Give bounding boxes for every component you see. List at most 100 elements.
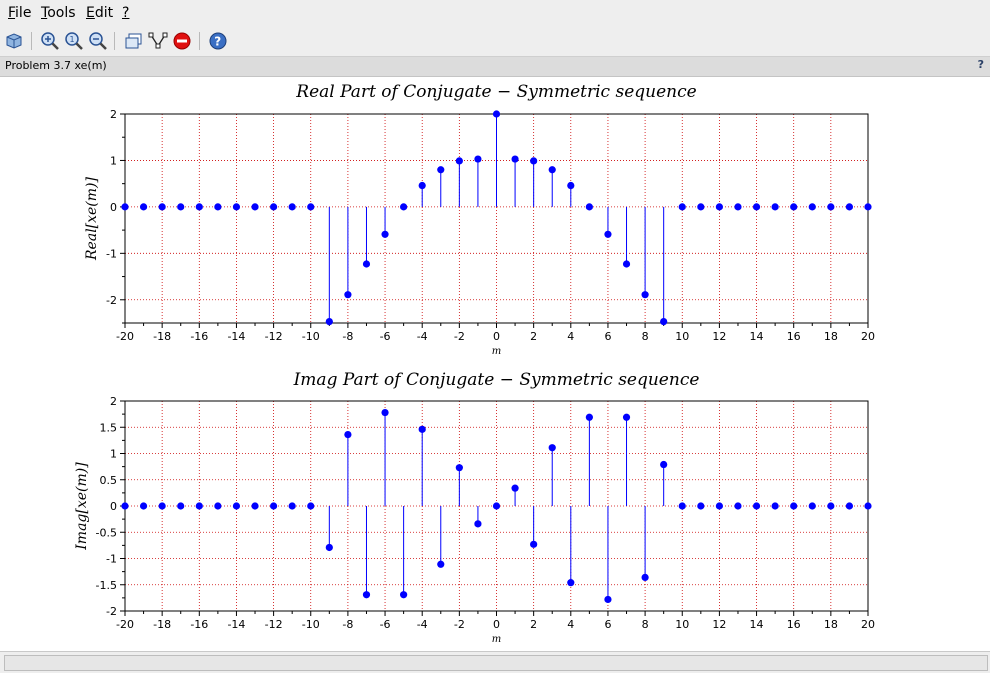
menu-help[interactable]: ? — [122, 5, 130, 21]
y-tick-label: -1 — [106, 247, 117, 260]
x-tick-label: 10 — [675, 330, 689, 343]
x-tick-label: -14 — [227, 618, 245, 631]
stem-point — [195, 203, 203, 211]
stem-point — [660, 460, 668, 469]
stem-point — [381, 230, 389, 238]
stem-point — [251, 203, 259, 211]
x-tick-label: -18 — [153, 330, 171, 343]
y-tick-label: 1 — [110, 448, 117, 461]
datatip-icon[interactable] — [148, 31, 168, 51]
rotate-icon[interactable] — [4, 31, 24, 51]
stem-point — [400, 591, 408, 599]
x-tick-label: -12 — [265, 618, 283, 631]
x-tick-label: 8 — [642, 618, 649, 631]
stem-point — [530, 540, 538, 548]
stem-point — [362, 591, 371, 599]
y-tick-label: 0 — [110, 201, 117, 214]
window-icon[interactable] — [124, 31, 144, 51]
stem-point — [195, 502, 203, 510]
stem-point — [381, 408, 389, 417]
stem-point — [325, 543, 333, 552]
stem-point — [622, 413, 631, 421]
y-tick-label: 1.5 — [100, 421, 118, 434]
stem-point — [121, 502, 129, 510]
stem-point — [455, 157, 463, 165]
stem-point — [660, 318, 668, 326]
stem-point — [511, 155, 519, 163]
x-tick-label: -18 — [153, 618, 171, 631]
x-tick-label: 16 — [787, 330, 801, 343]
stem-point — [139, 502, 148, 510]
toolbar-separator — [199, 32, 200, 50]
stem-point — [622, 260, 631, 268]
x-tick-label: -6 — [380, 618, 391, 631]
stem-point — [270, 502, 278, 510]
toolbar-separator — [31, 32, 32, 50]
x-tick-label: 14 — [750, 618, 764, 631]
stem-point — [214, 502, 222, 510]
graphic-canvas[interactable]: -20 -18 -16 -14 -12 -10 -8 -6 -4 -2 0 2 4 6 8 10 12 14 16 1… — [0, 77, 990, 651]
y-tick-label: 0 — [110, 500, 117, 513]
svg-text:1: 1 — [70, 35, 75, 44]
y-tick-label: 1 — [110, 154, 117, 167]
plot-area[interactable]: -20 -18 -16 -14 -12 -10 -8 -6 -4 -2 0 2 4 6 8 10 12 14 16 1… — [0, 77, 990, 651]
menu-tools[interactable]: Tools — [41, 5, 76, 21]
zoom-fit-icon[interactable]: 1 — [64, 31, 84, 51]
y-axis-label: Real[xe(m)] — [84, 176, 100, 260]
toolbar: 1 ? — [0, 26, 990, 57]
stop-icon[interactable] — [172, 31, 192, 51]
x-tick-label: -4 — [417, 330, 428, 343]
stem-point — [790, 502, 798, 510]
stem-point — [864, 203, 872, 211]
stem-point — [418, 181, 426, 190]
menu-edit[interactable]: Edit — [86, 5, 114, 21]
zoom-out-icon[interactable] — [88, 31, 108, 51]
toolbar-separator — [114, 32, 115, 50]
x-tick-label: -20 — [116, 618, 134, 631]
plot-title: Real Part of Conjugate − Symmetric seque… — [295, 82, 696, 102]
stem-point — [270, 203, 278, 211]
x-tick-label: 12 — [712, 330, 726, 343]
zoom-in-icon[interactable] — [40, 31, 60, 51]
y-tick-label: 2 — [110, 108, 117, 121]
menu-file[interactable]: File — [8, 5, 32, 21]
y-tick-label: -1.5 — [96, 579, 117, 592]
stem-point — [845, 203, 854, 211]
x-tick-label: -4 — [417, 618, 428, 631]
y-axis-label: Imag[xe(m)] — [74, 462, 90, 551]
status-bar — [0, 651, 990, 673]
stem-point — [585, 203, 593, 211]
x-tick-label: 20 — [861, 618, 875, 631]
stem-point — [604, 230, 612, 238]
stem-point — [548, 444, 556, 452]
stem-point — [492, 110, 501, 118]
stem-point — [232, 502, 241, 510]
stem-point — [121, 203, 129, 211]
x-tick-label: 8 — [642, 330, 649, 343]
menu-bar: File Tools Edit ? — [0, 0, 990, 26]
x-tick-label: 4 — [567, 618, 574, 631]
help-icon[interactable]: ? — [208, 31, 228, 51]
y-tick-label: -2 — [106, 605, 117, 618]
stem-point — [288, 502, 296, 510]
x-tick-label: 0 — [493, 330, 500, 343]
stem-point — [752, 203, 761, 211]
y-tick-label: -0.5 — [96, 526, 117, 539]
x-tick-label: -8 — [342, 330, 353, 343]
stem-point — [251, 502, 259, 510]
stem-point — [418, 425, 426, 433]
stem-point — [325, 318, 333, 326]
x-tick-label: -16 — [190, 330, 208, 343]
x-axis-label: m — [492, 634, 501, 645]
stem-point — [437, 560, 445, 568]
stem-point — [585, 413, 593, 421]
stem-point — [567, 579, 575, 587]
stem-point — [808, 203, 816, 211]
x-tick-label: -2 — [454, 330, 465, 343]
x-tick-label: 2 — [530, 618, 537, 631]
help-link[interactable]: ? — [977, 58, 984, 71]
stem-point — [474, 520, 482, 528]
stem-point — [158, 203, 166, 211]
stem-point — [678, 502, 686, 510]
stem-point — [400, 203, 408, 211]
